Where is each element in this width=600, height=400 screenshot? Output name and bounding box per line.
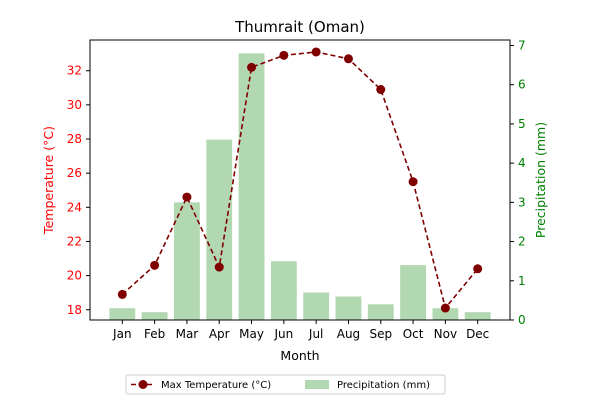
temperature-point-feb <box>150 260 160 270</box>
y-left-tick-label: 30 <box>67 98 82 112</box>
x-tick-label: Sep <box>369 327 392 341</box>
temperature-point-apr <box>214 262 224 272</box>
y-axis-left-label: Temperature (°C) <box>41 126 56 235</box>
y-right-tick-label: 1 <box>518 274 526 288</box>
bar-jan <box>109 308 136 320</box>
y-axis-left: 18 20 22 24 26 28 30 32 <box>67 64 90 317</box>
bar-nov <box>432 308 459 320</box>
y-left-tick-label: 26 <box>67 166 82 180</box>
x-tick-label: Jul <box>308 327 323 341</box>
y-right-tick-label: 4 <box>518 156 526 170</box>
bar-feb <box>141 312 168 320</box>
bar-oct <box>400 265 426 320</box>
y-right-tick-label: 2 <box>518 235 526 249</box>
bar-aug <box>335 296 362 320</box>
y-right-tick-label: 3 <box>518 195 526 209</box>
temperature-point-oct <box>408 177 418 187</box>
x-tick-label: Apr <box>209 327 230 341</box>
x-tick-label: Mar <box>176 327 199 341</box>
y-axis-right-label: Precipitation (mm) <box>533 122 548 238</box>
x-tick-label: Feb <box>144 327 165 341</box>
y-right-tick-label: 7 <box>518 38 526 52</box>
legend-label-precipitation: Precipitation (mm) <box>337 380 430 391</box>
bar-dec <box>464 312 491 320</box>
y-right-tick-label: 6 <box>518 78 526 92</box>
y-right-tick-label: 0 <box>518 313 526 327</box>
bar-mar <box>174 202 200 320</box>
plot-frame <box>89 39 511 321</box>
legend: Max Temperature (°C) Precipitation (mm) <box>125 374 446 395</box>
bar-may <box>238 53 265 320</box>
temperature-point-dec <box>473 264 483 274</box>
x-axis: Jan Feb Mar Apr May Jun Jul Aug Sep Oct Nov Dec <box>112 320 489 341</box>
x-tick-label: Dec <box>466 327 489 341</box>
bar-sep <box>367 304 394 320</box>
bar-jul <box>303 292 330 320</box>
temperature-point-mar <box>182 192 192 202</box>
bar-apr <box>206 139 233 320</box>
x-tick-label: Jan <box>112 327 132 341</box>
temperature-point-may <box>247 62 257 72</box>
bar-jun <box>270 261 297 320</box>
y-left-tick-label: 20 <box>67 269 82 283</box>
y-axis-right: 0 1 2 3 4 5 6 7 <box>510 38 526 327</box>
bars <box>109 53 491 320</box>
legend-box <box>125 374 446 395</box>
x-tick-label: Nov <box>434 327 457 341</box>
x-tick-label: May <box>239 327 264 341</box>
x-axis-label: Month <box>280 348 319 363</box>
temperature-point-jun <box>279 50 289 60</box>
temperature-point-jan <box>117 289 127 299</box>
line-series <box>117 47 483 313</box>
temperature-point-sep <box>376 85 386 95</box>
temperature-point-nov <box>440 303 450 313</box>
y-left-tick-label: 28 <box>67 132 82 146</box>
x-tick-label: Aug <box>337 327 360 341</box>
legend-line-marker <box>138 380 148 389</box>
temperature-line <box>121 51 479 310</box>
y-right-tick-label: 5 <box>518 117 526 131</box>
y-left-tick-label: 22 <box>67 234 82 248</box>
chart-title: Thumrait (Oman) <box>234 18 365 36</box>
legend-label-temperature: Max Temperature (°C) <box>161 380 271 391</box>
x-tick-label: Oct <box>403 327 424 341</box>
temperature-point-jul <box>311 47 321 57</box>
temperature-point-aug <box>343 54 353 64</box>
y-left-tick-label: 24 <box>67 200 82 214</box>
y-left-tick-label: 18 <box>67 303 82 317</box>
legend-bar-swatch <box>305 380 329 389</box>
y-left-tick-label: 32 <box>67 64 82 78</box>
x-tick-label: Jun <box>273 327 293 341</box>
